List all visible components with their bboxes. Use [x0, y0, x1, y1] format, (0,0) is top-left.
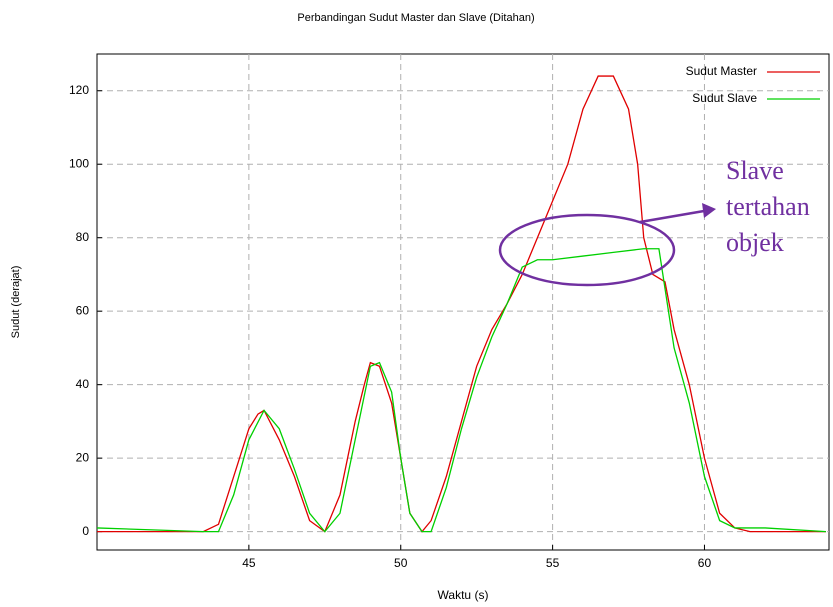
- y-axis-label: Sudut (derajat): [10, 266, 22, 339]
- data-line: [97, 249, 826, 532]
- x-axis-label: Waktu (s): [438, 588, 489, 602]
- legend-label: Sudut Master: [686, 64, 757, 78]
- y-tick-label: 80: [76, 230, 90, 244]
- plot-frame: [97, 54, 829, 550]
- legend-label: Sudut Slave: [692, 91, 757, 105]
- chart-title: Perbandingan Sudut Master dan Slave (Dit…: [297, 12, 534, 24]
- annotation: Slave: [726, 156, 784, 185]
- y-tick-label: 120: [69, 83, 89, 97]
- y-tick-label: 20: [76, 450, 90, 464]
- arrow-head: [702, 203, 716, 218]
- y-tick-label: 40: [76, 377, 90, 391]
- annotation: tertahan: [726, 192, 810, 221]
- highlight-ellipse: [500, 215, 674, 285]
- x-tick-label: 55: [546, 556, 560, 570]
- x-tick-label: 50: [394, 556, 408, 570]
- x-tick-label: 45: [242, 556, 256, 570]
- data-line: [97, 76, 826, 532]
- y-tick-label: 100: [69, 156, 89, 170]
- chart: Perbandingan Sudut Master dan Slave (Dit…: [0, 0, 833, 607]
- plot: 0 20 40 60 80 100 120 45 50 55 60 Sudut Master Sudut…: [69, 54, 829, 570]
- y-tick-label: 60: [76, 303, 90, 317]
- annotation: objek: [726, 228, 784, 257]
- y-tick-label: 0: [82, 524, 89, 538]
- arrow-line: [640, 211, 704, 222]
- x-tick-label: 60: [698, 556, 712, 570]
